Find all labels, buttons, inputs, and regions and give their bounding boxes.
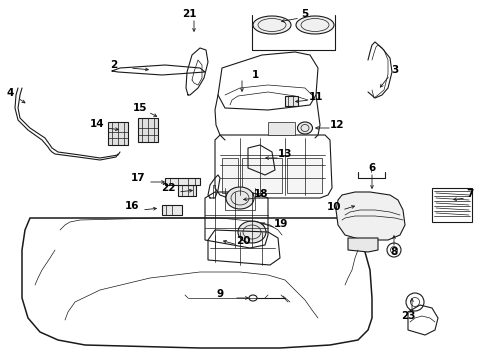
Text: 22: 22	[161, 183, 175, 193]
Polygon shape	[162, 205, 182, 215]
Ellipse shape	[297, 122, 312, 134]
Ellipse shape	[252, 16, 290, 34]
Polygon shape	[164, 178, 200, 185]
Polygon shape	[285, 96, 297, 106]
Text: 15: 15	[132, 103, 147, 113]
Text: 5: 5	[301, 9, 308, 19]
Polygon shape	[178, 185, 196, 196]
Text: 7: 7	[466, 189, 473, 199]
Text: 11: 11	[308, 92, 323, 102]
Polygon shape	[286, 158, 321, 193]
Ellipse shape	[295, 16, 333, 34]
Text: 21: 21	[182, 9, 196, 19]
Text: 12: 12	[329, 120, 344, 130]
Polygon shape	[335, 192, 404, 240]
Text: 19: 19	[273, 219, 287, 229]
Text: 1: 1	[251, 70, 258, 80]
Text: 9: 9	[216, 289, 223, 299]
Ellipse shape	[238, 221, 265, 243]
Ellipse shape	[225, 187, 253, 209]
Text: 13: 13	[277, 149, 292, 159]
Text: 20: 20	[235, 236, 250, 246]
Polygon shape	[108, 122, 128, 145]
Text: 2: 2	[110, 60, 118, 70]
Text: 16: 16	[124, 201, 139, 211]
Text: 3: 3	[390, 65, 398, 75]
Text: 17: 17	[130, 173, 145, 183]
Polygon shape	[267, 122, 294, 135]
Text: 14: 14	[89, 119, 104, 129]
Polygon shape	[242, 158, 282, 193]
Text: 6: 6	[367, 163, 375, 173]
Text: 4: 4	[6, 88, 14, 98]
Text: 18: 18	[253, 189, 268, 199]
Text: 10: 10	[326, 202, 341, 212]
Polygon shape	[138, 118, 158, 142]
Text: 23: 23	[400, 311, 414, 321]
Polygon shape	[222, 158, 238, 193]
Polygon shape	[347, 238, 377, 252]
Text: 8: 8	[389, 247, 397, 257]
